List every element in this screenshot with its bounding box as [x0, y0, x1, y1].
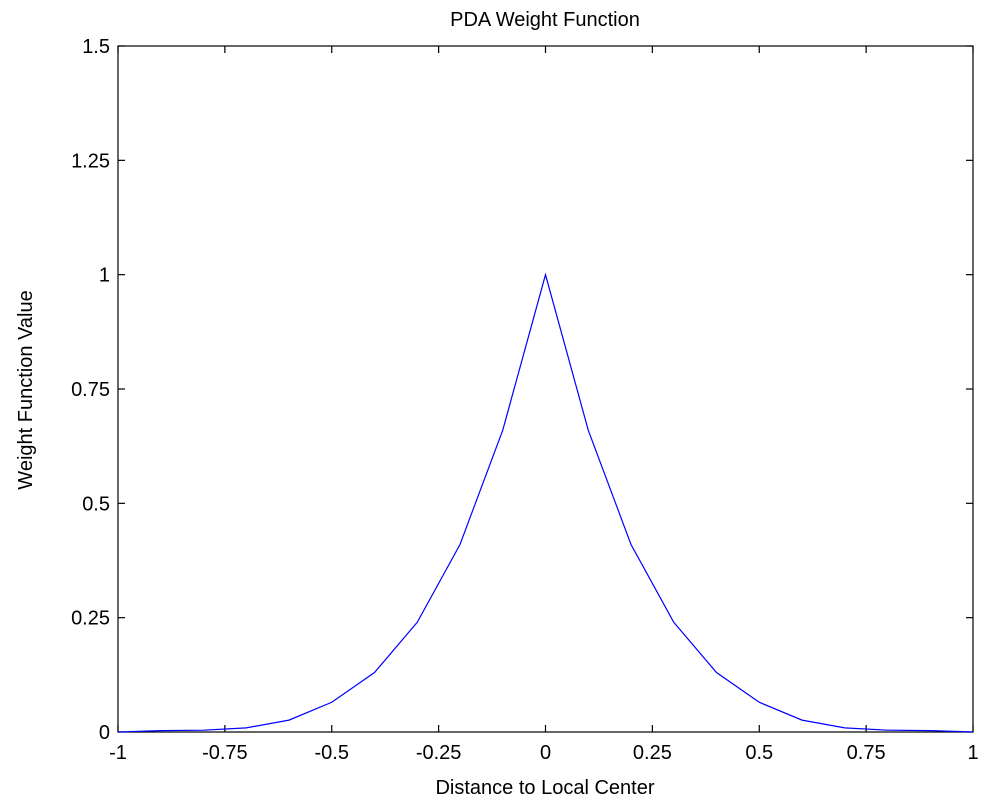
x-tick-label: 0.75 — [847, 742, 886, 764]
x-axis-label: Distance to Local Center — [435, 777, 654, 799]
x-tick-label: -0.5 — [315, 742, 349, 764]
y-tick-label: 0.5 — [82, 493, 110, 515]
y-axis-label: Weight Function Value — [15, 290, 37, 489]
x-tick-label: -1 — [109, 742, 127, 764]
x-tick-label: 0 — [540, 742, 551, 764]
x-tick-label: 0.5 — [745, 742, 773, 764]
axes-box — [117, 45, 974, 733]
y-tick-label: 0.75 — [71, 379, 110, 401]
x-tick-label: 0.25 — [633, 742, 672, 764]
y-tick-label: 1 — [99, 265, 110, 287]
plot-area: -1 -0.75 -0.5 -0.25 0 0.25 0.5 0.75 1 0 0.25 0.5 0.7… — [71, 36, 979, 764]
y-tick-label: 1.5 — [82, 36, 110, 58]
y-tick-label: 0 — [99, 722, 110, 744]
y-tick-label: 0.25 — [71, 608, 110, 630]
y-tick-label: 1.25 — [71, 150, 110, 172]
x-tick-label: -0.25 — [416, 742, 462, 764]
chart-title: PDA Weight Function — [450, 9, 640, 31]
series-line — [117, 272, 974, 733]
x-tick-label: 1 — [967, 742, 978, 764]
x-tick-label: -0.75 — [202, 742, 248, 764]
